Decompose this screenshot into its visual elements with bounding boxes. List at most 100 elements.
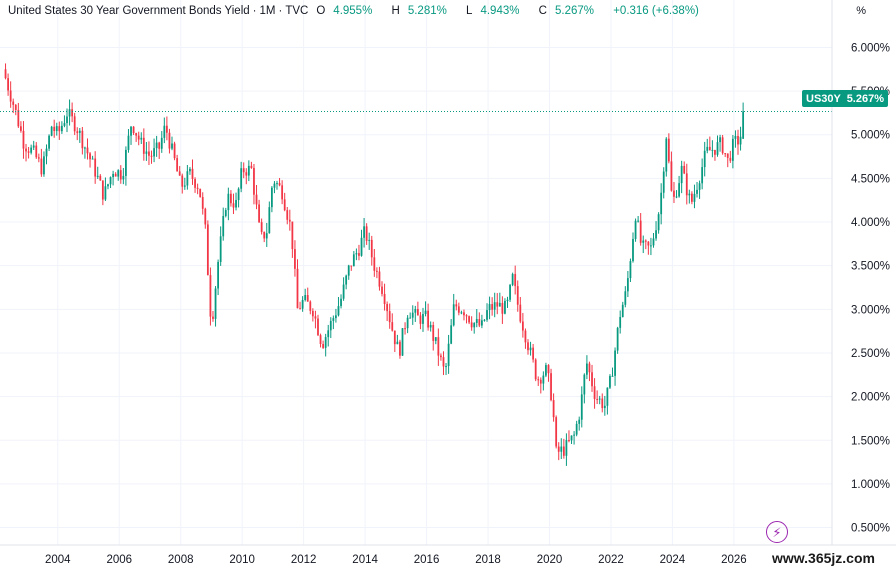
candle-body [342, 284, 345, 299]
candle-body [642, 240, 645, 243]
candle-body [355, 253, 358, 255]
candle-body [550, 373, 552, 401]
candle-body [40, 158, 43, 175]
candle-body [460, 312, 463, 314]
candle-body [731, 138, 734, 161]
candle-body [373, 257, 376, 271]
candle-body [593, 386, 596, 400]
y-tick-label: 6.000% [851, 42, 890, 54]
candle-body [317, 318, 319, 336]
candle-body [429, 325, 432, 328]
candle-body [416, 309, 419, 316]
x-tick-label: 2024 [660, 554, 686, 566]
change-value: +0.316 (+6.38%) [613, 5, 699, 17]
candle-body [601, 398, 604, 409]
lightning-icon[interactable]: ⚡ [766, 521, 788, 543]
candle-body [483, 319, 486, 321]
candle-body [655, 230, 657, 239]
candle-body [480, 320, 483, 326]
candle-body [424, 310, 427, 314]
chart-legend: United States 30 Year Government Bonds Y… [8, 4, 707, 18]
candle-body [586, 363, 588, 375]
candle-body [148, 151, 150, 156]
candle-body [488, 304, 491, 311]
candle-body [463, 312, 465, 316]
candle-body [245, 172, 248, 176]
candle-body [309, 301, 312, 311]
candle-body [299, 308, 301, 310]
candle-body [414, 309, 417, 313]
candle-body [537, 379, 540, 381]
candle-body [32, 145, 35, 148]
candle-body [698, 183, 701, 190]
candle-body [4, 69, 7, 79]
candle-body [107, 184, 109, 187]
candle-body [68, 109, 71, 117]
candle-body [703, 150, 706, 168]
candle-body [552, 400, 555, 418]
candle-body [194, 178, 196, 188]
candle-body [219, 236, 222, 262]
candle-body [701, 167, 704, 184]
candle-body [457, 306, 460, 313]
candle-body [109, 177, 112, 185]
candle-body [596, 399, 599, 401]
candle-body [708, 146, 711, 151]
close-value: 5.267% [554, 5, 594, 17]
candle-body [311, 310, 314, 317]
candle-body [322, 344, 325, 348]
candle-body [37, 157, 40, 159]
candle-body [509, 284, 511, 300]
candle-body [370, 239, 373, 258]
candle-body [639, 220, 642, 243]
candle-body [719, 137, 721, 143]
candle-body [104, 186, 107, 200]
candle-body [150, 155, 153, 157]
candle-body [427, 310, 430, 328]
open-value: 4.955% [333, 5, 373, 17]
candle-body [99, 175, 102, 181]
candle-body [350, 265, 353, 267]
candle-body [603, 405, 606, 409]
candle-body [345, 275, 348, 285]
candle-body [437, 337, 440, 356]
candle-body [675, 196, 678, 198]
candle-body [652, 238, 655, 246]
candle-body [644, 240, 647, 242]
candle-body [222, 215, 225, 237]
candle-body [142, 137, 145, 154]
candle-body [555, 417, 558, 447]
candle-body [491, 304, 494, 310]
candle-body [117, 170, 120, 177]
candle-body [716, 142, 719, 155]
candle-body [570, 435, 573, 441]
y-tick-label: 1.500% [851, 435, 890, 447]
candle-body [611, 375, 614, 377]
candle-body [214, 288, 217, 319]
candle-body [591, 372, 593, 387]
candle-body [683, 165, 686, 174]
candle-body [296, 268, 299, 309]
candle-body [125, 149, 127, 176]
candle-body [153, 148, 155, 157]
candle-body [691, 193, 693, 202]
candle-body [614, 350, 616, 376]
candle-body [181, 175, 184, 187]
badge-value: 5.267% [846, 92, 884, 105]
candle-body [504, 300, 506, 314]
percent-scale-button[interactable]: % [856, 5, 866, 17]
candle-body [404, 328, 406, 330]
candle-body [235, 200, 237, 208]
candle-body [130, 126, 132, 136]
candle-body [199, 188, 202, 198]
y-tick-label: 4.000% [851, 217, 890, 229]
candle-body [132, 126, 135, 134]
candle-body [734, 135, 737, 139]
candle-body [473, 322, 476, 328]
candle-body [265, 233, 268, 239]
interval[interactable]: 1M [259, 5, 276, 17]
candle-body [78, 130, 81, 133]
candle-body [693, 193, 696, 202]
badge-symbol: US30Y [806, 92, 841, 105]
